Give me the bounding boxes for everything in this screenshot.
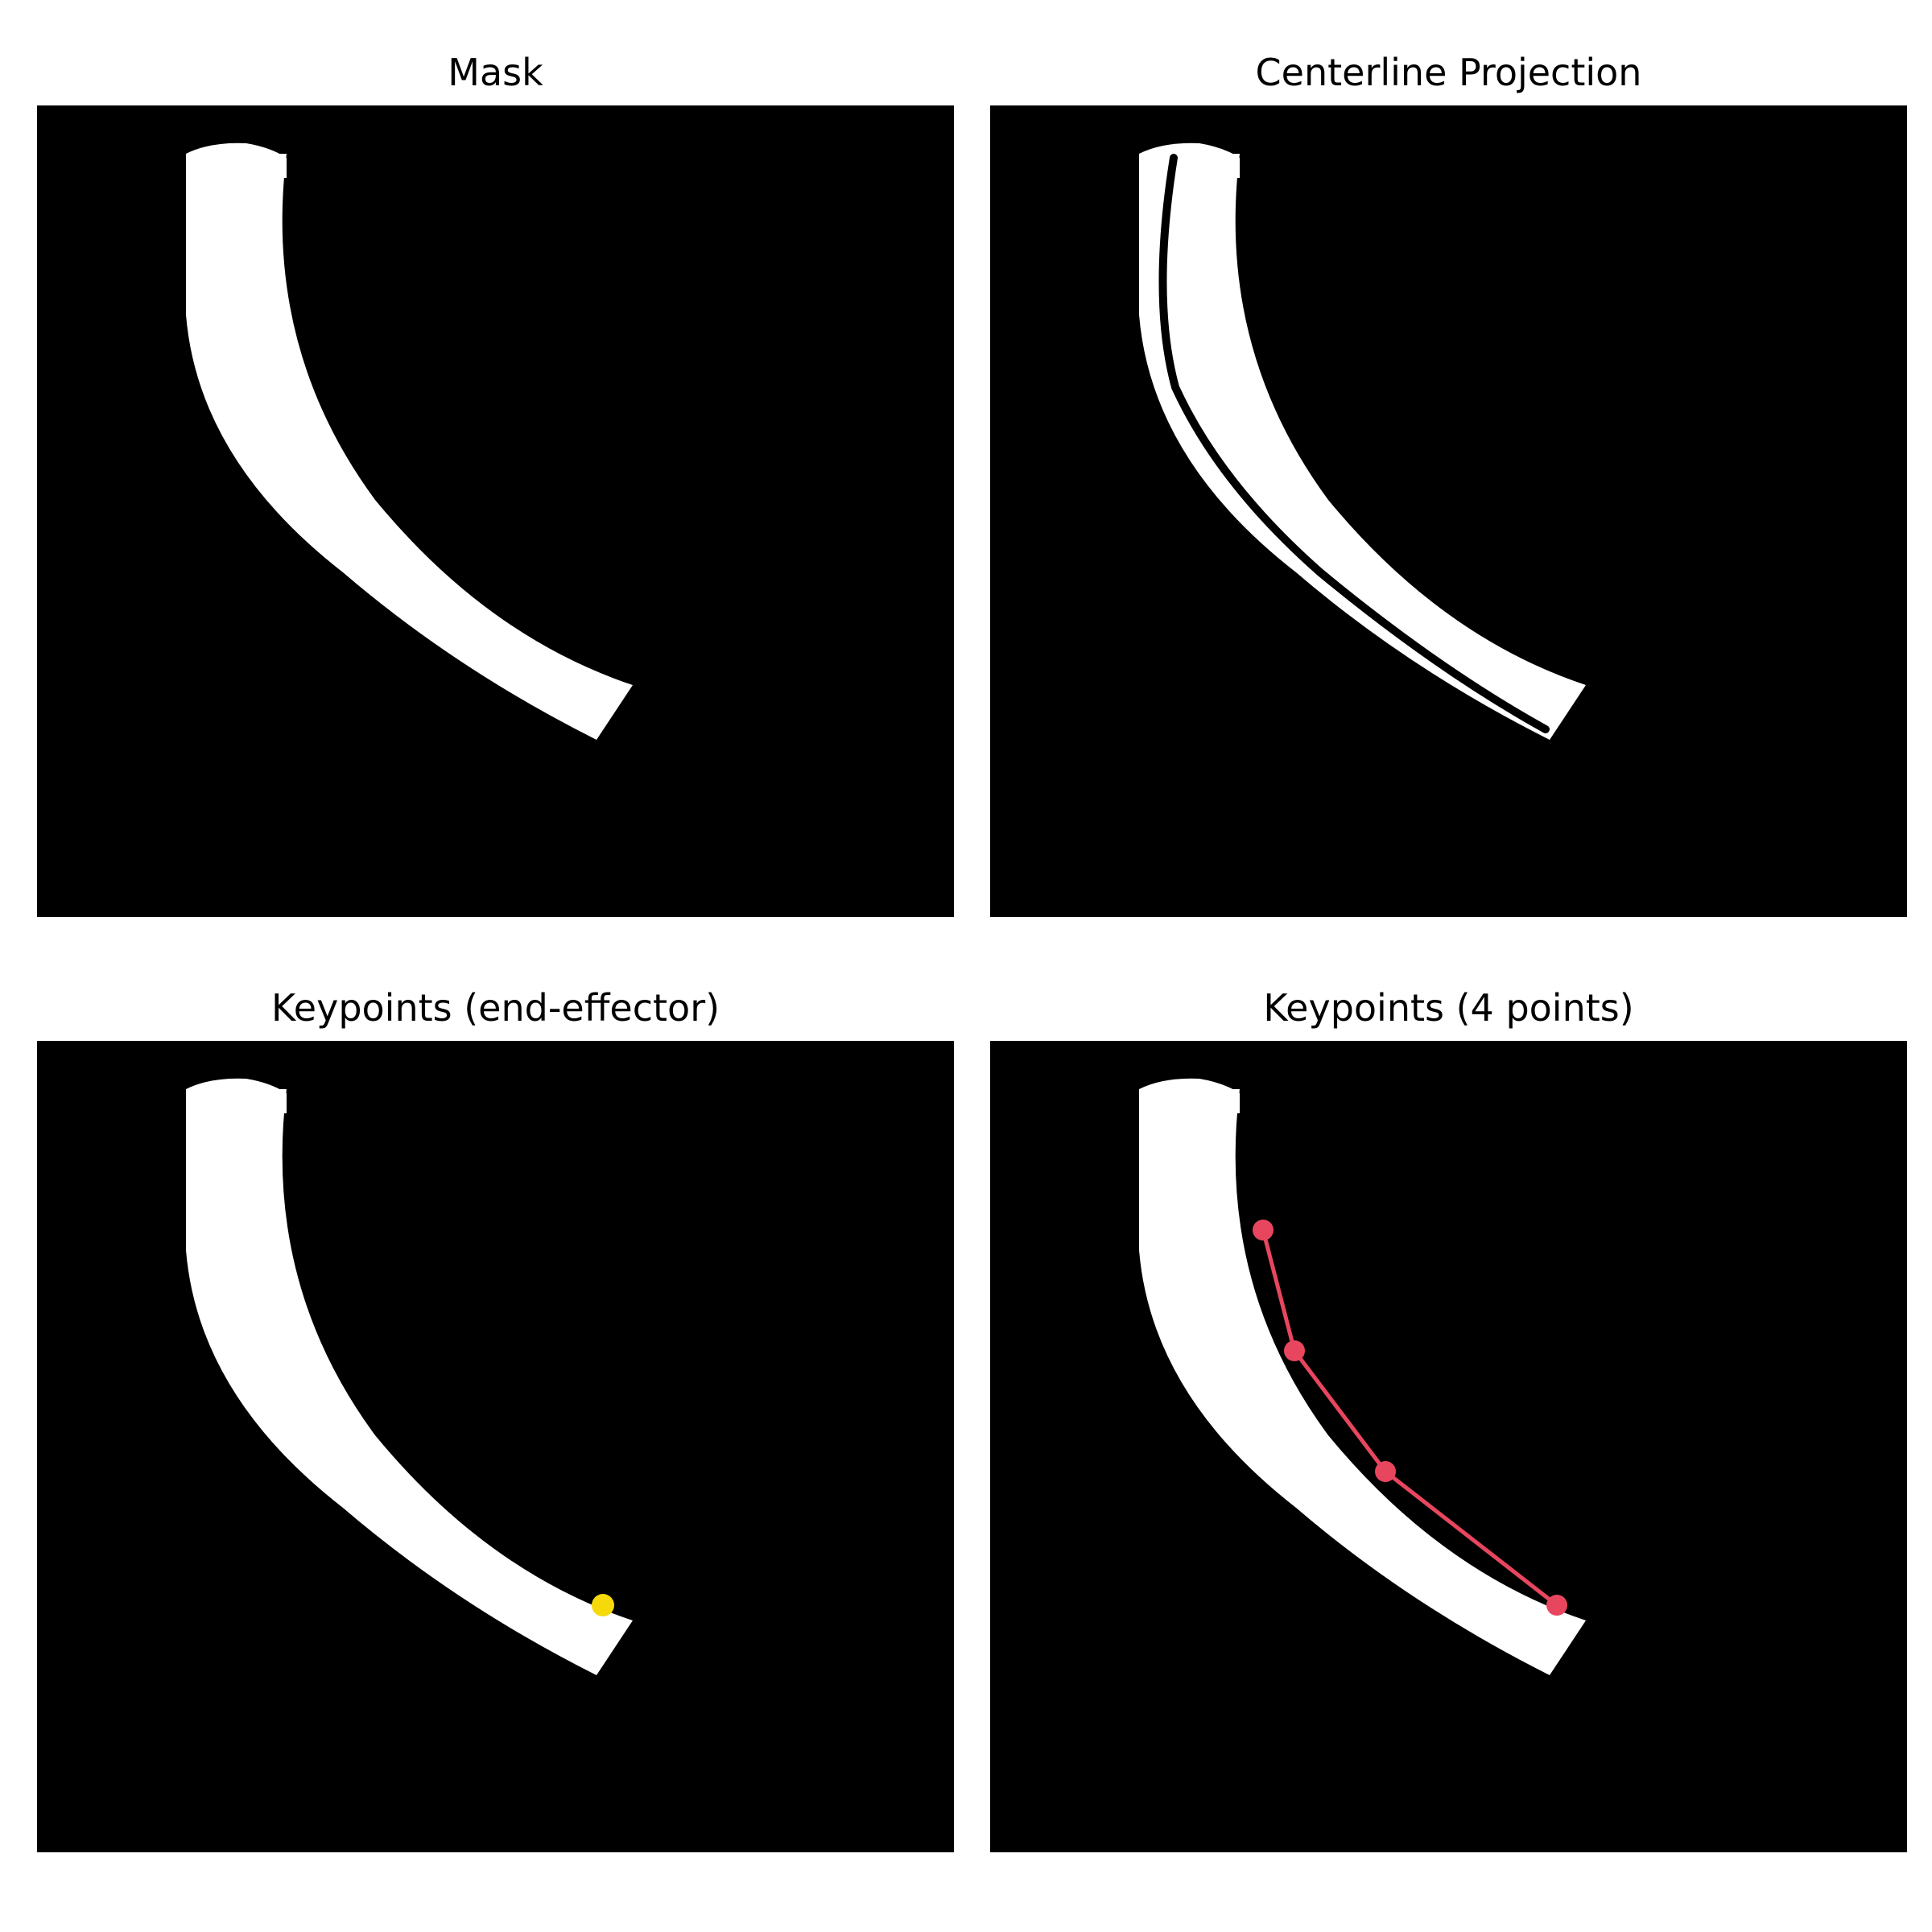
- panel-title-end-effector: Keypoints (end-effector): [270, 986, 720, 1030]
- end-effector-image: [186, 1078, 633, 1675]
- end-effector-marker: [592, 1594, 614, 1616]
- keypoint-1: [1253, 1220, 1274, 1241]
- end-effector-panel: [37, 1041, 954, 1852]
- mask-shape: [186, 154, 633, 740]
- centerline-curve: [1158, 154, 1550, 733]
- centerline-mask-top-edge: [1139, 142, 1240, 178]
- centerline-panel: [990, 105, 1907, 917]
- mask-image: [186, 142, 633, 740]
- keypoint-4: [1546, 1595, 1567, 1616]
- panel-title-keypoints: Keypoints (4 points): [1263, 986, 1634, 1030]
- centerline-image: [1139, 142, 1586, 740]
- keypoint-3: [1375, 1461, 1396, 1482]
- keypoint-chain-line: [1261, 1229, 1558, 1607]
- keypoint-2: [1284, 1340, 1305, 1361]
- keypoints-mask-shape: [1139, 1089, 1586, 1675]
- keypoints-panel: [990, 1041, 1907, 1852]
- mask-panel: [37, 105, 954, 917]
- end-effector-mask-shape: [186, 1089, 633, 1675]
- centerline-mask-shape: [1139, 154, 1586, 740]
- end-effector-mask-top-edge: [186, 1078, 287, 1113]
- keypoints-mask-top-edge: [1139, 1078, 1240, 1113]
- keypoints-image: [1139, 1078, 1586, 1675]
- panel-title-centerline: Centerline Projection: [1255, 51, 1642, 94]
- mask-top-edge: [186, 142, 287, 178]
- panel-title-mask: Mask: [448, 51, 543, 94]
